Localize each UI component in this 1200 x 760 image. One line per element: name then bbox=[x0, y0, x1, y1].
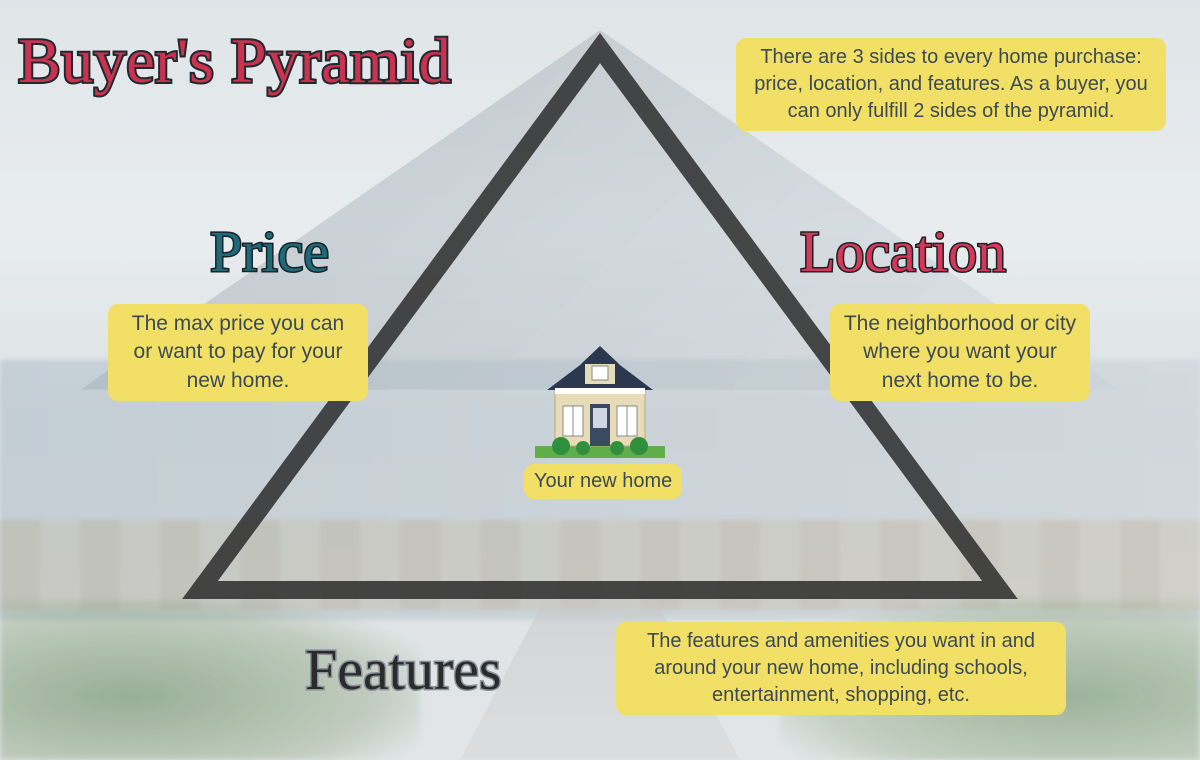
label-features: Features Features bbox=[305, 636, 502, 703]
label-location: Location Location bbox=[800, 218, 1006, 285]
desc-price: The max price you can or want to pay for… bbox=[108, 304, 368, 401]
house-icon bbox=[535, 328, 665, 458]
page-title: Buyer's Pyramid Buyer's Pyramid bbox=[18, 24, 451, 98]
house-caption: Your new home bbox=[524, 464, 682, 499]
desc-features: The features and amenities you want in a… bbox=[616, 622, 1066, 715]
label-price: Price Price bbox=[210, 218, 329, 285]
infographic-canvas: Buyer's Pyramid Buyer's Pyramid There ar… bbox=[0, 0, 1200, 760]
desc-location: The neighborhood or city where you want … bbox=[830, 304, 1090, 401]
